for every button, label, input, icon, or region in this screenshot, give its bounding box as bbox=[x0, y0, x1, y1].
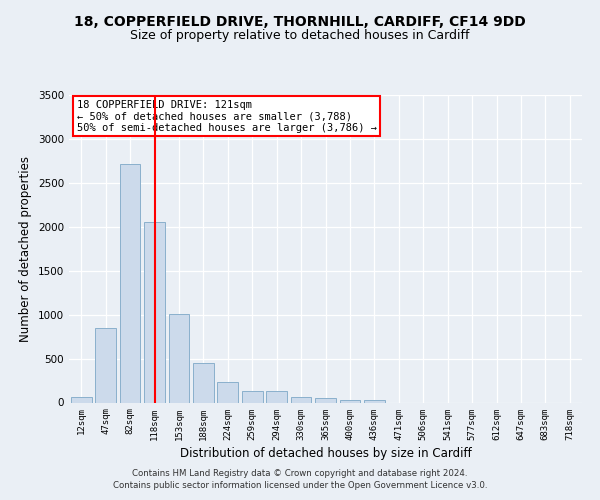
Bar bbox=[193, 362, 214, 403]
Bar bbox=[119, 164, 140, 402]
Text: 18, COPPERFIELD DRIVE, THORNHILL, CARDIFF, CF14 9DD: 18, COPPERFIELD DRIVE, THORNHILL, CARDIF… bbox=[74, 16, 526, 30]
Bar bbox=[364, 400, 385, 402]
Bar bbox=[169, 314, 190, 402]
Bar bbox=[71, 397, 92, 402]
Bar bbox=[266, 391, 287, 402]
Bar bbox=[315, 398, 336, 402]
Bar bbox=[340, 400, 361, 402]
Text: Contains public sector information licensed under the Open Government Licence v3: Contains public sector information licen… bbox=[113, 480, 487, 490]
Bar bbox=[144, 222, 165, 402]
Bar bbox=[242, 390, 263, 402]
Text: Contains HM Land Registry data © Crown copyright and database right 2024.: Contains HM Land Registry data © Crown c… bbox=[132, 470, 468, 478]
X-axis label: Distribution of detached houses by size in Cardiff: Distribution of detached houses by size … bbox=[179, 446, 472, 460]
Text: Size of property relative to detached houses in Cardiff: Size of property relative to detached ho… bbox=[130, 28, 470, 42]
Y-axis label: Number of detached properties: Number of detached properties bbox=[19, 156, 32, 342]
Bar bbox=[95, 328, 116, 402]
Text: 18 COPPERFIELD DRIVE: 121sqm
← 50% of detached houses are smaller (3,788)
50% of: 18 COPPERFIELD DRIVE: 121sqm ← 50% of de… bbox=[77, 100, 377, 133]
Bar bbox=[217, 382, 238, 402]
Bar bbox=[290, 397, 311, 402]
